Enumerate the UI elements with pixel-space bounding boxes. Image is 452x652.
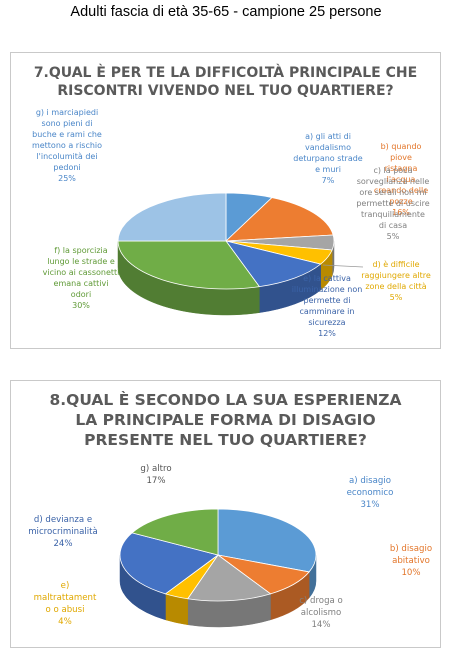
- data-label-line: o o abusi: [45, 605, 85, 615]
- data-label-line: a) gli atti di: [305, 132, 351, 141]
- data-label-line: b) quando piove: [380, 142, 422, 162]
- data-label-line: pedoni: [53, 163, 81, 172]
- data-label-line: buche e rami che: [32, 130, 102, 139]
- data-label-line: g) i marciapiedi: [35, 108, 99, 117]
- data-label-line: b) disagio: [389, 544, 433, 554]
- data-label-percent: 14%: [311, 620, 331, 630]
- pie-slice-1: [224, 197, 334, 242]
- pie-slice-5: [131, 508, 219, 556]
- pie-slice-5: [117, 240, 261, 290]
- pie-slice-4: [119, 532, 219, 595]
- chart-title-line-2: LA PRINCIPALE FORMA DI DISAGIO: [75, 411, 376, 429]
- data-label-line: lungo le strade e: [47, 257, 115, 266]
- data-label-line: alcolismo: [300, 608, 342, 618]
- data-label-1: b) disagio abitativo 10%: [383, 543, 439, 579]
- data-label-percent: 30%: [72, 301, 90, 310]
- data-label-percent: 12%: [318, 329, 336, 338]
- data-label-line: di casa: [378, 221, 408, 230]
- chart-title-line-3: PRESENTE NEL TUO QUARTIERE?: [84, 431, 367, 449]
- data-label-0: a) gli atti di vandalismo deturpano strade…: [283, 131, 373, 186]
- data-label-line: permette di: [303, 296, 351, 305]
- data-label-percent: 5%: [386, 232, 400, 241]
- data-label-line: sono pieni di: [41, 119, 93, 128]
- data-label-line: maltrattament: [33, 593, 97, 603]
- data-label-line: creando delle: [373, 186, 429, 195]
- data-label-percent: 17%: [146, 476, 166, 486]
- data-label-percent: 7%: [321, 176, 335, 185]
- data-label-2: c) la poca sorveglianza nelle ore serali n…: [343, 165, 443, 242]
- data-label-6: g) i marciapiedi sono pieni di buche e ram…: [17, 107, 117, 184]
- data-label-line: camminare in: [299, 307, 355, 316]
- data-label-3: e) maltrattament o o abusi 4%: [25, 580, 105, 628]
- pie-slice-2: [187, 554, 272, 602]
- chart-panel-q8: 8.QUAL È SECONDO LA SUA ESPERIENZA LA PR…: [10, 380, 441, 648]
- data-label-line: vicino ai cassonetti: [42, 268, 120, 277]
- chart-title: 8.QUAL È SECONDO LA SUA ESPERIENZA LA PR…: [11, 390, 440, 450]
- chart-title-line-2: RISCONTRI VIVENDO NEL TUO QUARTIERE?: [57, 83, 394, 99]
- data-label-4: d) devianza e microcriminalità 24%: [15, 514, 111, 550]
- data-label-line: illuminazione non: [291, 285, 363, 294]
- pie-slice-4: [225, 240, 322, 288]
- data-label-percent: 24%: [53, 539, 73, 549]
- chart-panel-q7: 7.QUAL È PER TE LA DIFFICOLTÀ PRINCIPALE…: [10, 52, 441, 349]
- data-label-3: d) è difficile raggiungere altre zone dell…: [357, 259, 435, 303]
- data-label-percent: 25%: [58, 174, 76, 183]
- data-label-line: l'incolumità dei: [36, 152, 98, 161]
- data-label-2: c) droga o alcolismo 14%: [281, 595, 361, 631]
- data-label-line: c) la poca: [373, 166, 413, 175]
- data-label-line: e muri: [315, 165, 341, 174]
- pie-chart-q7: [117, 192, 364, 316]
- data-label-5: g) altro 17%: [121, 463, 191, 487]
- data-label-line: vandalismo: [305, 143, 351, 152]
- data-label-0: a) disagio economico 31%: [325, 475, 415, 511]
- data-label-line: sorveglianza nelle: [356, 177, 430, 186]
- data-label-line: ore serali non mi: [359, 188, 427, 197]
- data-label-line: g) altro: [140, 464, 172, 474]
- data-label-line: ristagna l'acqua: [384, 164, 418, 184]
- data-label-5: f) la sporcizia lungo le strade e vicino a…: [33, 245, 129, 311]
- data-label-line: economico: [346, 488, 394, 498]
- data-label-line: abitativo: [392, 556, 430, 566]
- pie-slice-6: [117, 192, 227, 242]
- data-label-percent: 16%: [392, 208, 410, 217]
- data-label-percent: 10%: [401, 568, 421, 578]
- data-label-line: d) è difficile: [372, 260, 420, 269]
- data-label-line: tranquillamente: [361, 210, 425, 219]
- data-label-line: raggiungere altre: [361, 271, 431, 280]
- pie-side-walls: [119, 554, 317, 628]
- data-label-line: pozze: [389, 197, 413, 206]
- data-label-line: odori: [70, 290, 92, 299]
- data-label-line: d) devianza e: [33, 515, 93, 525]
- data-label-line: permette di uscire: [356, 199, 430, 208]
- data-label-line: e) la cattiva: [303, 274, 351, 283]
- chart-title: 7.QUAL È PER TE LA DIFFICOLTÀ PRINCIPALE…: [11, 64, 440, 100]
- pie-slice-0: [217, 508, 317, 573]
- data-label-line: emana cattivi: [53, 279, 109, 288]
- chart-title-line-1: 7.QUAL È PER TE LA DIFFICOLTÀ PRINCIPALE…: [33, 65, 418, 81]
- data-label-percent: 31%: [360, 500, 380, 510]
- data-label-4: e) la cattiva illuminazione non permette d…: [279, 273, 375, 339]
- pie-chart-q8: [119, 508, 317, 628]
- data-label-line: mettono a rischio: [31, 141, 103, 150]
- data-label-line: f) la sporcizia: [54, 246, 108, 255]
- data-label-line: a) disagio: [348, 476, 392, 486]
- chart-title-line-1: 8.QUAL È SECONDO LA SUA ESPERIENZA: [49, 391, 402, 409]
- data-label-line: c) droga o: [299, 596, 343, 606]
- data-label-line: zone della città: [365, 282, 427, 291]
- data-label-line: sicurezza: [308, 318, 346, 327]
- data-label-line: deturpano strade: [293, 154, 363, 163]
- data-label-line: e): [60, 581, 70, 591]
- data-label-percent: 4%: [58, 617, 72, 627]
- leader-line: [322, 264, 364, 268]
- data-label-percent: 5%: [389, 293, 403, 302]
- data-label-1: b) quando piove ristagna l'acqua creando d…: [371, 141, 431, 218]
- page-header: Adulti fascia di età 35-65 - campione 25…: [70, 4, 382, 20]
- data-label-line: microcriminalità: [28, 527, 98, 537]
